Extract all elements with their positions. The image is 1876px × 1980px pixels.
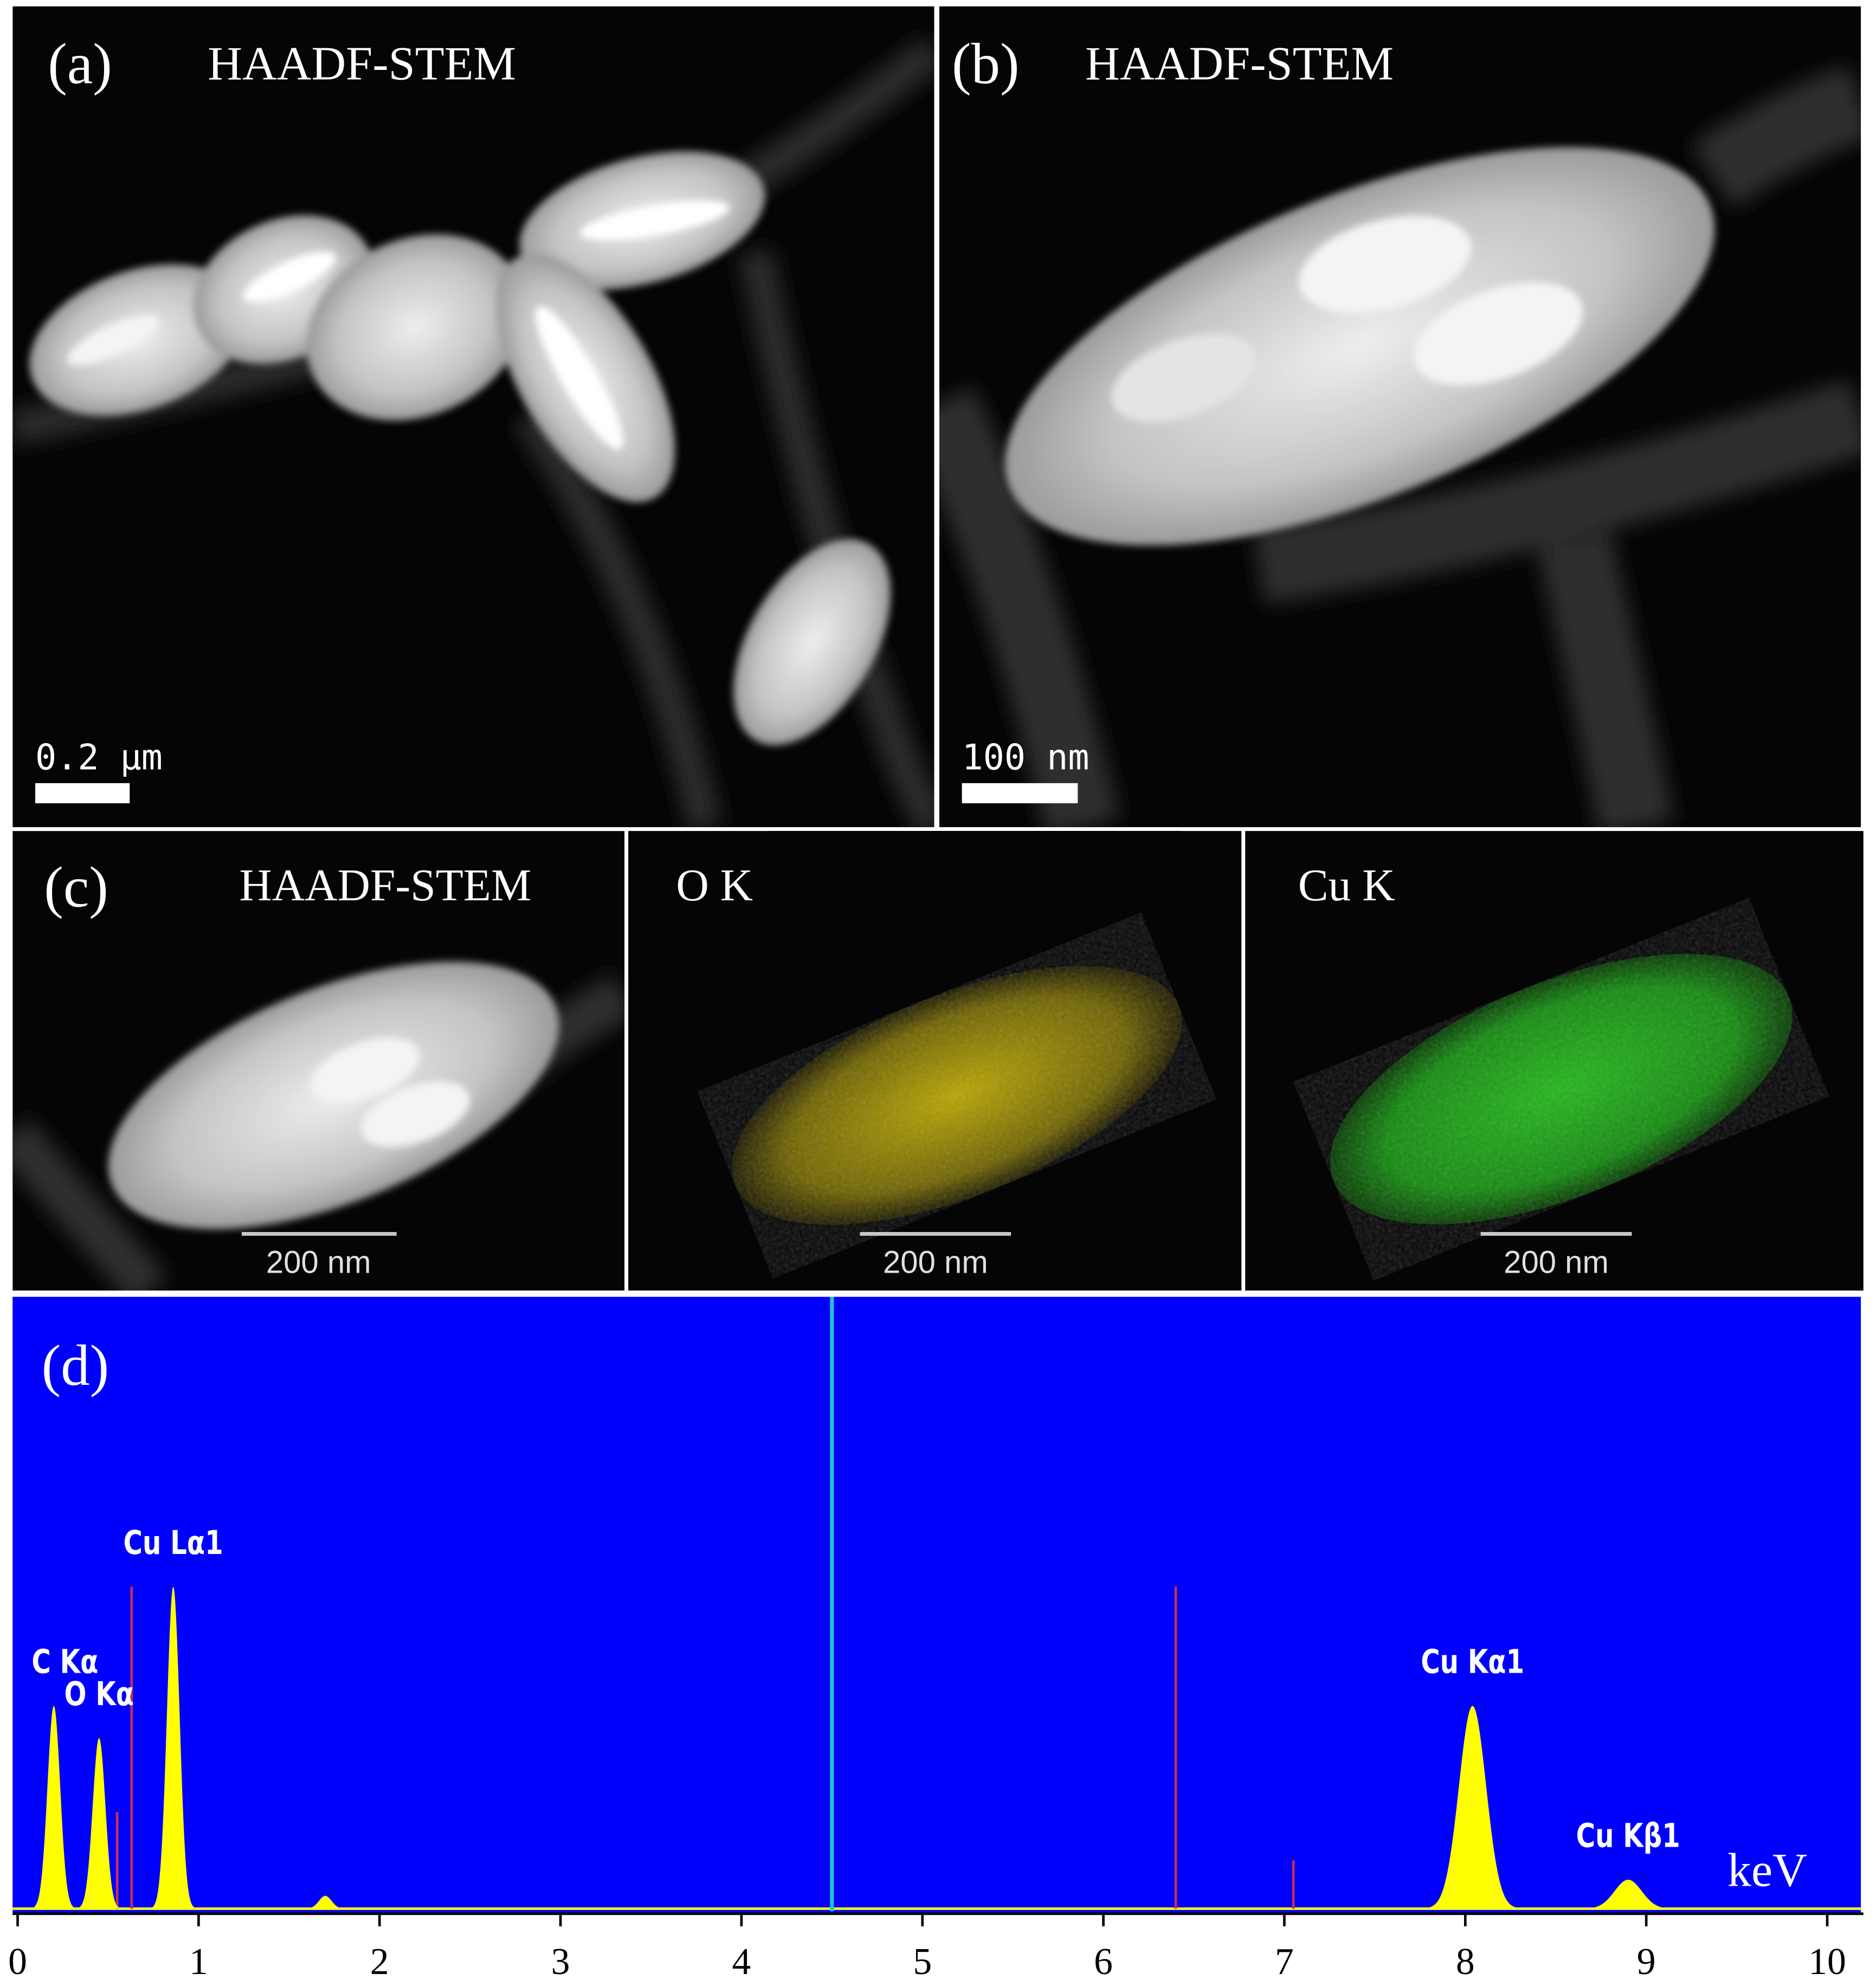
peak-label: C Kα [31,1642,98,1681]
panel-b [939,6,1861,828]
particles [29,151,891,745]
peak [1425,1706,1520,1908]
x-tick-label: 5 [913,1941,932,1980]
o-distribution [732,966,1182,1225]
x-tick-label: 8 [1456,1941,1475,1980]
peak [151,1586,196,1908]
particle [108,962,559,1229]
scale-bar [962,783,1078,804]
scale-bar [35,783,130,804]
peak-label: O Kα [65,1675,134,1713]
peak [31,1706,76,1908]
x-axis-label: keV [1727,1844,1807,1897]
tile-title: Cu K [1298,860,1395,911]
peak-label: Cu Kα1 [1421,1642,1524,1681]
x-tick-label: 0 [8,1941,27,1980]
carbon-film [939,65,1861,828]
tile-title: HAADF-STEM [239,860,531,911]
plot-background [12,1297,1861,1914]
panel-label: (b) [952,32,1020,96]
peak [1581,1879,1676,1909]
x-tick-label: 10 [1808,1941,1846,1980]
scale-bar-label: 100 nm [962,737,1090,778]
scale-bar-label: 200 nm [1504,1244,1609,1280]
x-tick-label: 6 [1094,1941,1113,1980]
panel-title: HAADF-STEM [1085,37,1394,90]
scale-bar-label: 200 nm [266,1244,371,1280]
panel-title: HAADF-STEM [208,37,516,90]
panel-d: C KαO Kα Cu Lα1 Cu Kα1 Cu Kβ1 (d) keV 0 1 2 3 4 5 6 7… [8,1297,1864,1980]
tile-title: O K [676,860,753,911]
x-tick-label: 1 [189,1941,208,1980]
peak-label: Cu Kβ1 [1576,1816,1680,1855]
x-tick-label: 2 [370,1941,389,1980]
panel-label: (d) [42,1334,109,1398]
cu-distribution [1330,953,1793,1224]
particle [1005,147,1715,546]
panel-label: (a) [48,32,112,96]
peak [76,1738,121,1908]
panel-a [12,6,934,828]
x-tick-label: 4 [732,1941,751,1980]
scale-bar-label: 0.2 µm [35,737,163,778]
panel-label: (c) [44,855,108,919]
peak-label: Cu Lα1 [124,1524,223,1562]
scale-bar-label: 200 nm [883,1244,988,1280]
x-tick-label: 3 [551,1941,570,1980]
x-tick-label: 9 [1637,1941,1656,1980]
peak [303,1895,347,1909]
x-tick-label: 7 [1275,1941,1294,1980]
panel-c-haadf [12,831,625,1291]
